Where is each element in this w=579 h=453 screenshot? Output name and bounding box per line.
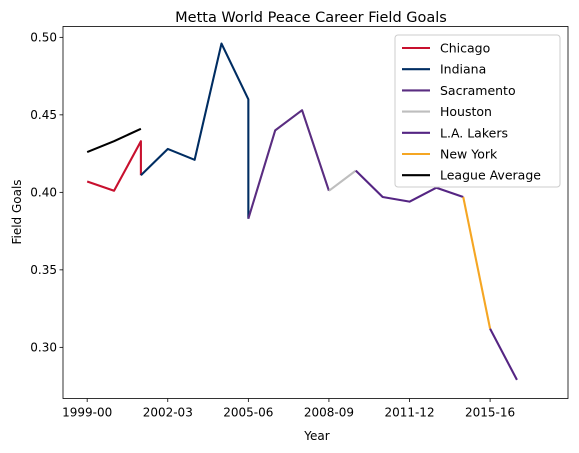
series-line-l-a-lakers [355,169,464,203]
x-tick-label: 2002-03 [143,406,193,420]
x-axis-ticks: 1999-00 2002-03 2005-06 2008-09 2011-12 2015-… [62,398,515,420]
x-tick-label: 2015-16 [465,406,515,420]
x-tick-label: 1999-00 [62,406,112,420]
legend-label-l-a-lakers: L.A. Lakers [440,125,508,140]
series-line-l-a-lakers [489,328,518,381]
legend: Chicago Indiana Sacramento Houston L.A. Lake… [394,34,561,188]
y-axis-ticks: 0.30 0.35 0.40 0.45 0.50 [30,31,63,355]
legend-label-new-york: New York [440,147,498,162]
series-line-new-york [462,196,492,329]
y-tick-label: 0.45 [30,108,57,122]
plot-area [86,42,518,381]
series-line-league-average [86,127,142,154]
chart-title: Metta World Peace Career Field Goals [175,10,447,26]
series-line-houston [328,169,357,192]
x-tick-label: 2011-12 [384,406,434,420]
x-tick-label: 2008-09 [304,406,354,420]
x-tick-label: 2005-06 [223,406,273,420]
legend-label-league-average: League Average [440,168,541,183]
legend-items: Chicago Indiana Sacramento Houston L.A. Lake… [402,41,541,183]
legend-label-indiana: Indiana [440,62,486,77]
y-tick-label: 0.30 [30,341,57,355]
legend-label-chicago: Chicago [440,41,490,56]
series-line-indiana [140,42,250,219]
legend-label-houston: Houston [440,104,492,119]
legend-label-sacramento: Sacramento [440,83,516,98]
series-line-sacramento [247,109,330,220]
y-axis-label: Field Goals [10,179,24,244]
plot-frame [62,26,569,399]
series-line-chicago [86,140,142,192]
y-tick-label: 0.35 [30,263,57,277]
x-axis-label: Year [303,429,329,443]
legend-frame [394,34,561,188]
y-tick-label: 0.40 [30,186,57,200]
y-tick-label: 0.50 [30,31,57,45]
